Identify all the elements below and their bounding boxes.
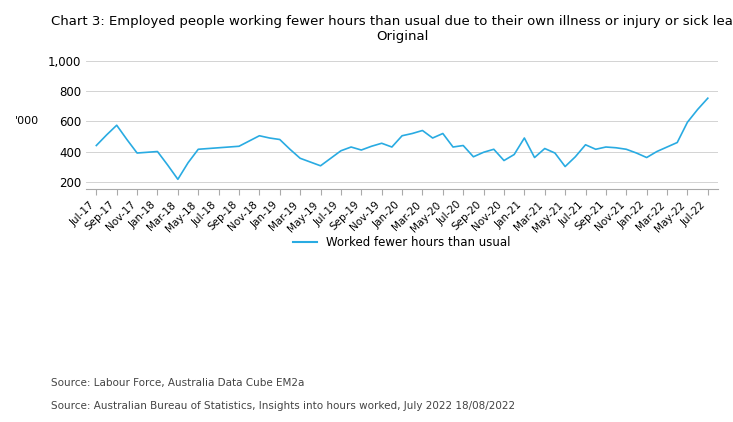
Y-axis label: '000: '000 — [15, 116, 39, 127]
Text: Source: Australian Bureau of Statistics, Insights into hours worked, July 2022 1: Source: Australian Bureau of Statistics,… — [51, 401, 515, 411]
Text: Source: Labour Force, Australia Data Cube EM2a: Source: Labour Force, Australia Data Cub… — [51, 378, 305, 388]
Title: Chart 3: Employed people working fewer hours than usual due to their own illness: Chart 3: Employed people working fewer h… — [51, 15, 733, 43]
Legend: Worked fewer hours than usual: Worked fewer hours than usual — [289, 231, 515, 254]
